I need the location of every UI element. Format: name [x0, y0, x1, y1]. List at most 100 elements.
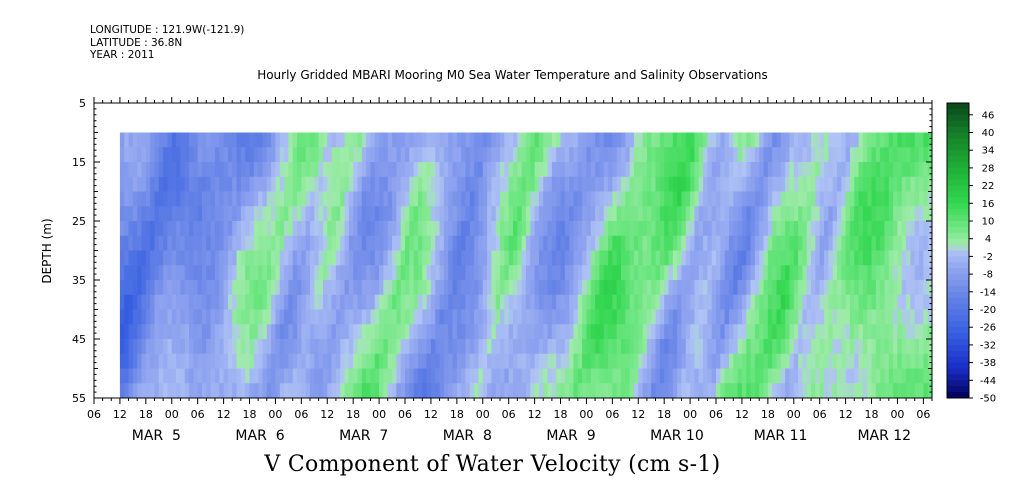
heatmap-cell [577, 280, 583, 296]
heatmap-cell [685, 353, 691, 370]
heatmap-cell [668, 324, 674, 340]
heatmap-cell [560, 206, 566, 222]
heatmap-cell [534, 368, 540, 384]
heatmap-cell [582, 339, 588, 355]
heatmap-cell [443, 176, 449, 193]
heatmap-cell [154, 265, 160, 281]
heatmap-cell [275, 339, 281, 355]
heatmap-cell [776, 132, 782, 148]
heatmap-cell [603, 176, 609, 193]
heatmap-cell [638, 265, 644, 281]
heatmap-cell [901, 221, 907, 237]
heatmap-cell [737, 206, 743, 222]
heatmap-cell [275, 206, 281, 222]
x-hour-label: 06 [87, 408, 101, 421]
heatmap-cell [828, 309, 834, 325]
heatmap-cell [547, 309, 553, 325]
heatmap-cell [448, 191, 454, 207]
heatmap-cell [249, 324, 255, 340]
heatmap-cell [249, 191, 255, 207]
heatmap-cell [322, 265, 328, 281]
heatmap-cell [309, 324, 315, 340]
heatmap-cell [249, 147, 255, 163]
heatmap-cell [733, 324, 739, 340]
heatmap-cell [387, 353, 393, 370]
heatmap-cell [763, 221, 769, 237]
heatmap-cell [616, 132, 622, 148]
heatmap-cell [214, 235, 220, 252]
heatmap-cell [875, 235, 881, 252]
heatmap-cell [197, 353, 203, 370]
heatmap-cell [340, 206, 346, 222]
heatmap-cell [716, 309, 721, 325]
heatmap-cell [655, 309, 661, 325]
heatmap-cell [620, 368, 626, 384]
heatmap-cell [767, 176, 773, 193]
heatmap-cell [184, 221, 190, 237]
heatmap-cell [603, 221, 609, 237]
heatmap-cell [836, 368, 842, 384]
heatmap-cell [327, 191, 333, 207]
heatmap-cell [141, 206, 147, 222]
heatmap-cell [189, 162, 194, 178]
heatmap-cell [206, 265, 212, 281]
heatmap-cell [279, 250, 285, 266]
heatmap-cell [711, 383, 717, 398]
heatmap-cell [638, 221, 644, 237]
heatmap-cell [832, 368, 838, 384]
heatmap-cell [841, 221, 847, 237]
heatmap-cell [456, 280, 462, 296]
heatmap-cell [802, 368, 808, 384]
heatmap-cell [236, 353, 242, 370]
heatmap-cell [189, 191, 194, 207]
heatmap-cell [240, 250, 246, 266]
heatmap-cell [543, 383, 549, 398]
heatmap-cell [167, 206, 173, 222]
heatmap-cell [348, 250, 354, 266]
heatmap-cell [331, 132, 337, 148]
heatmap-cell [331, 235, 337, 252]
y-tick-label: 25 [72, 215, 86, 228]
heatmap-cell [728, 368, 734, 384]
heatmap-cell [353, 176, 359, 193]
heatmap-cell [258, 132, 264, 148]
heatmap-cell [417, 221, 423, 237]
colorbar-label: -8 [983, 270, 993, 281]
heatmap-cell [599, 132, 605, 148]
heatmap-cell [746, 147, 752, 163]
heatmap-cell [487, 206, 492, 222]
heatmap-cell [798, 206, 804, 222]
heatmap-cell [927, 294, 932, 311]
heatmap-cell [240, 191, 246, 207]
heatmap-cell [681, 206, 687, 222]
heatmap-cell [491, 324, 497, 340]
heatmap-cell [305, 368, 311, 384]
heatmap-cell [314, 221, 320, 237]
heatmap-cell [236, 324, 242, 340]
heatmap-cell [128, 368, 134, 384]
heatmap-cell [119, 206, 125, 222]
heatmap-cell [672, 147, 678, 163]
heatmap-cell [646, 147, 652, 163]
heatmap-cell [456, 191, 462, 207]
heatmap-cell [772, 339, 778, 355]
heatmap-cell [845, 250, 851, 266]
heatmap-cell [841, 339, 847, 355]
heatmap-cell [141, 147, 147, 163]
heatmap-cell [711, 368, 717, 384]
heatmap-cell [305, 265, 311, 281]
heatmap-cell [728, 132, 734, 148]
heatmap-cell [703, 191, 708, 207]
heatmap-cell [897, 221, 903, 237]
heatmap-cell [564, 147, 570, 163]
heatmap-cell [668, 368, 674, 384]
heatmap-cell [923, 191, 929, 207]
heatmap-cell [772, 383, 778, 398]
heatmap-cell [197, 191, 203, 207]
heatmap-cell [422, 324, 428, 340]
heatmap-cell [659, 368, 665, 384]
heatmap-cell [189, 353, 194, 370]
heatmap-cell [171, 221, 177, 237]
heatmap-cell [279, 191, 285, 207]
